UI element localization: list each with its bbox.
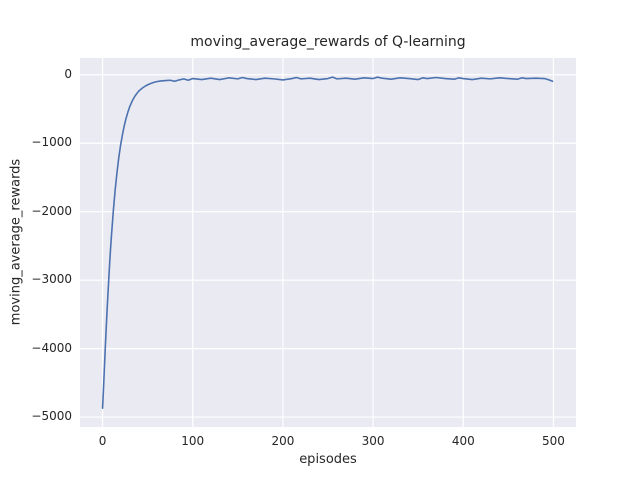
y-tick-label: −5000 xyxy=(31,409,72,424)
y-tick-label: −4000 xyxy=(31,340,72,355)
y-tick-label: −1000 xyxy=(31,135,72,150)
plot-area xyxy=(80,58,576,427)
x-tick-label: 0 xyxy=(98,434,107,448)
x-tick-label: 500 xyxy=(542,434,565,448)
x-tick-label: 400 xyxy=(451,434,475,448)
x-axis-label: episodes xyxy=(299,452,357,467)
y-axis-label: moving_average_rewards xyxy=(8,158,24,326)
x-tick-label: 200 xyxy=(271,434,295,448)
y-tick-label: −2000 xyxy=(31,203,72,218)
y-tick-label: −3000 xyxy=(31,272,72,287)
y-tick-label: 0 xyxy=(64,66,72,81)
series-line xyxy=(101,76,554,409)
x-tick-label: 100 xyxy=(181,434,205,448)
line-plot xyxy=(80,58,576,427)
x-tick-label: 300 xyxy=(361,434,385,448)
chart-title: moving_average_rewards of Q-learning xyxy=(190,34,466,50)
